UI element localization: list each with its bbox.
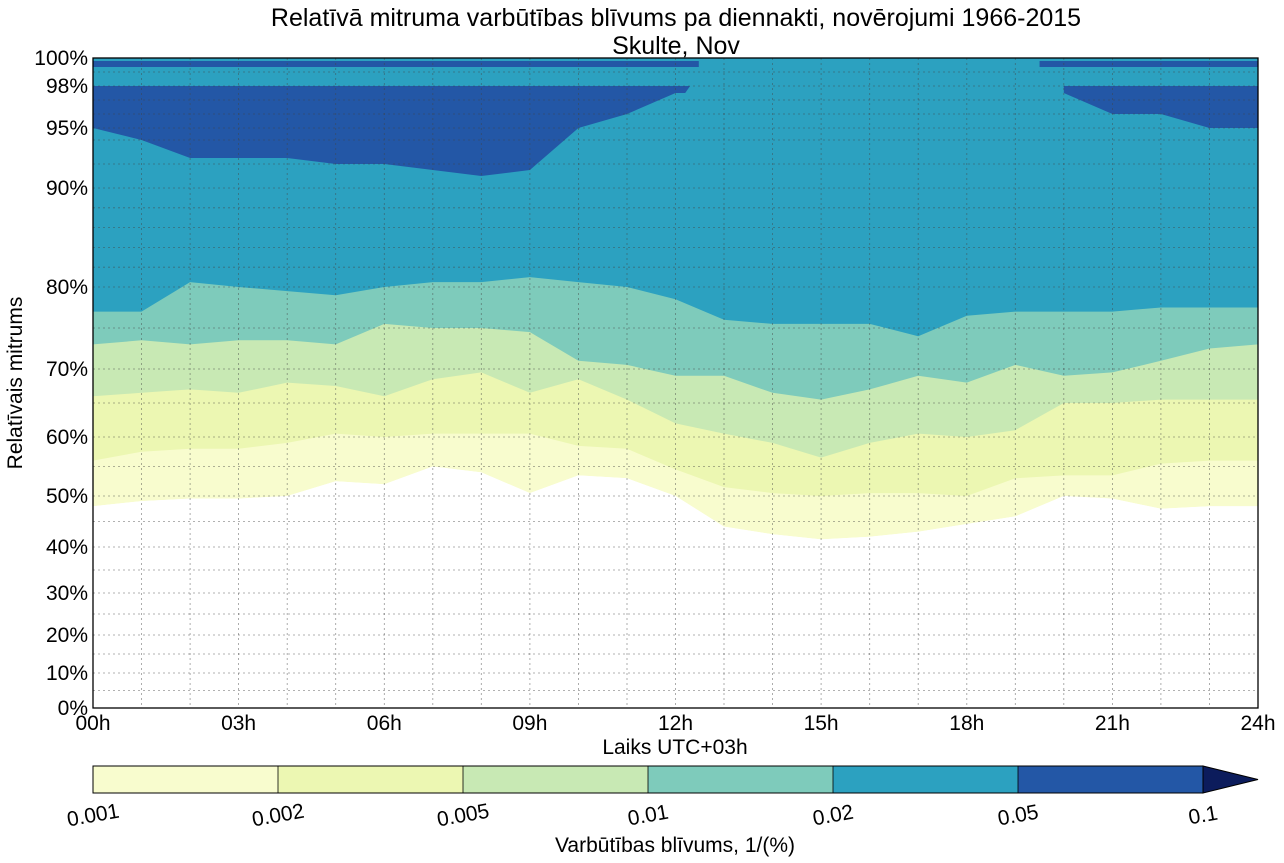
colorbar-segment [648,766,833,793]
colorbar-extend-arrow [1202,765,1259,794]
colorbar-segment [278,766,463,793]
y-tick-label: 98% [46,75,88,98]
x-tick-label: 12h [658,712,693,735]
contour-strip-100 [93,61,699,67]
contour-region-0.05-left [93,86,691,176]
colorbar-segment [93,766,278,793]
y-tick-label: 90% [46,177,88,200]
contour-region-0.05-right [1063,86,1258,128]
y-tick-label: 50% [46,485,88,508]
plot-frame [92,57,1259,709]
colorbar-tick-label: 0.005 [435,800,491,832]
colorbar-segment [1018,766,1203,793]
colorbar-tick-label: 0.001 [65,800,121,832]
chart-subtitle: Skulte, Nov [612,32,740,60]
y-axis-label: Relatīvais mitrums [4,297,27,470]
colorbar-tick-label: 0.002 [250,800,306,832]
y-tick-label: 20% [46,624,88,647]
colorbar-tick-label: 0.1 [1187,802,1220,830]
y-tick-label: 40% [46,536,88,559]
x-tick-label: 15h [804,712,839,735]
y-tick-label: 100% [34,47,88,70]
y-axis-ticks: 0% 10% 20% 30% 40% 50% 60% 70% 80% 90% 95% 98% 100% [34,47,88,720]
y-tick-label: 95% [46,117,88,140]
contour-strip-100-right [1039,61,1258,67]
colorbar-tick-label: 0.01 [626,801,670,831]
grid-lines [93,57,1258,709]
x-tick-label: 03h [221,712,256,735]
y-tick-label: 60% [46,426,88,449]
colorbar: 0.001 0.002 0.005 0.01 0.02 0.05 0.1 [65,765,1259,832]
x-tick-label: 09h [512,712,547,735]
colorbar-tick-label: 0.05 [996,801,1040,831]
chart-title: Relatīvā mitruma varbūtības blīvums pa d… [271,4,1081,32]
y-tick-label: 10% [46,662,88,685]
x-tick-label: 06h [367,712,402,735]
y-tick-label: 80% [46,276,88,299]
y-tick-label: 30% [46,582,88,605]
x-tick-label: 00h [75,712,110,735]
y-tick-label: 70% [46,358,88,381]
colorbar-label: Varbūtības blīvums, 1/(%) [555,834,795,857]
colorbar-tick-label: 0.02 [811,801,855,831]
y-tick-label: 0% [58,697,88,720]
x-axis-label: Laiks UTC+03h [602,736,747,759]
colorbar-segment [463,766,648,793]
x-axis-ticks: 00h 03h 06h 09h 12h 15h 18h 21h 24h [75,712,1275,735]
below-threshold-area [93,466,1258,708]
x-tick-label: 18h [949,712,984,735]
colorbar-segment [833,766,1018,793]
x-tick-label: 24h [1240,712,1275,735]
x-tick-label: 21h [1095,712,1130,735]
